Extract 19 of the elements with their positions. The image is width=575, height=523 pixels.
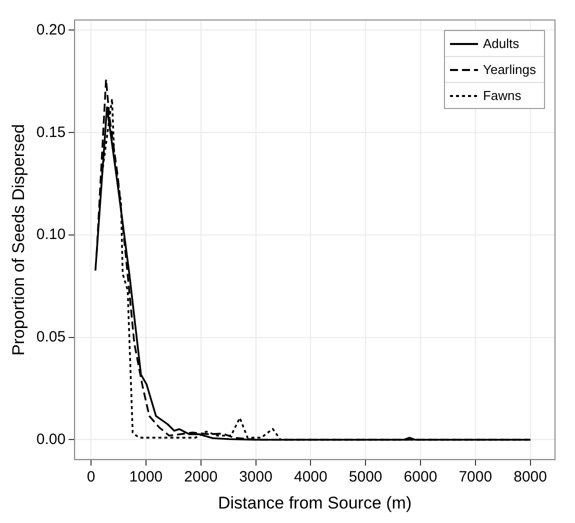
x-tick-label: 2000 — [184, 468, 218, 486]
legend-label: Adults — [482, 36, 520, 51]
x-axis-title: Distance from Source (m) — [218, 493, 412, 512]
y-tick-label: 0.15 — [36, 124, 66, 141]
x-tick-label: 1000 — [129, 468, 163, 486]
legend-label: Fawns — [482, 88, 522, 103]
x-tick-label: 5000 — [348, 468, 382, 486]
x-tick-label: 3000 — [239, 468, 272, 486]
x-tick-label: 0 — [86, 468, 96, 486]
y-tick-label: 0.10 — [36, 226, 66, 244]
y-tick-label: 0.20 — [36, 21, 66, 38]
y-tick-label: 0.00 — [36, 430, 66, 448]
x-tick-label: 7000 — [458, 468, 492, 486]
x-tick-label: 8000 — [514, 468, 547, 486]
x-tick-label: 4000 — [294, 468, 328, 486]
y-tick-label: 0.05 — [36, 328, 66, 346]
y-axis-title: Proportion of Seeds Dispersed — [8, 124, 28, 356]
legend-label: Yearlings — [482, 62, 536, 77]
x-tick-label: 6000 — [404, 468, 438, 486]
